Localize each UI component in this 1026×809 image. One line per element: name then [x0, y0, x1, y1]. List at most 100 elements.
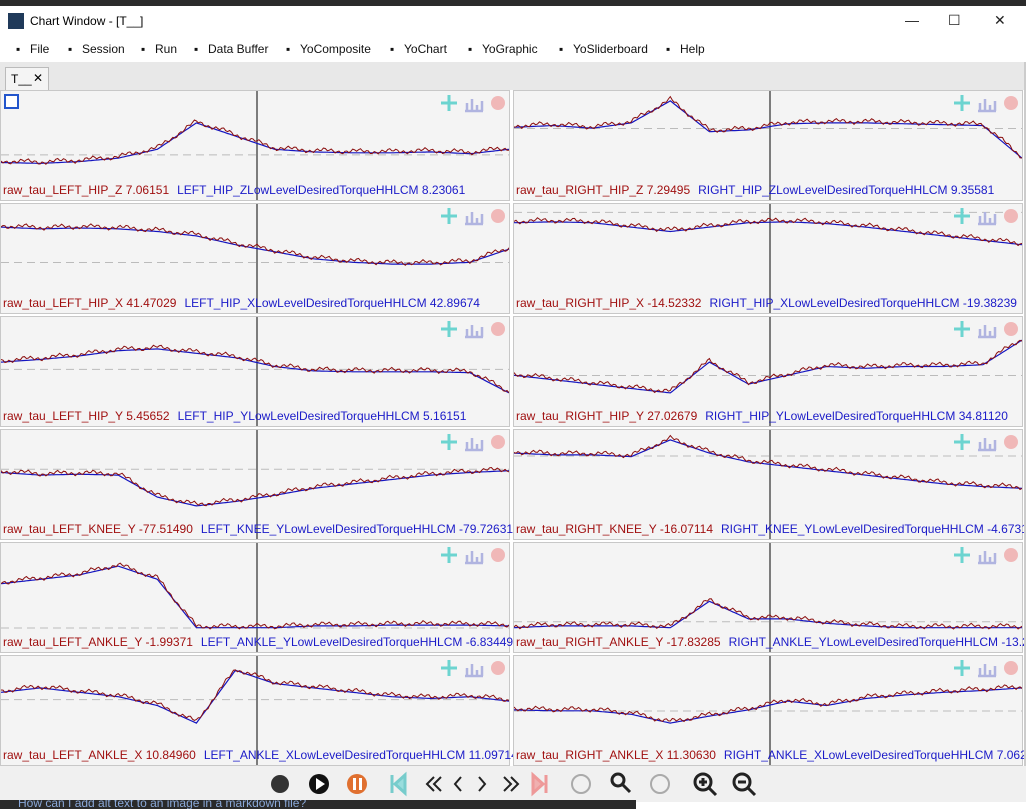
move-icon[interactable] [954, 434, 970, 450]
step-back-many[interactable] [425, 776, 442, 792]
stats-icon[interactable] [465, 551, 484, 565]
remove-icon[interactable] [1004, 322, 1018, 336]
stats-icon[interactable] [978, 438, 997, 452]
remove-icon[interactable] [1004, 548, 1018, 562]
menu-item[interactable]: Run [155, 42, 178, 56]
desired-value: -13.24994 [1001, 635, 1026, 649]
menu-item[interactable]: YoChart [404, 42, 447, 56]
stats-icon[interactable] [978, 664, 997, 678]
remove-icon[interactable] [491, 435, 505, 449]
menu-item[interactable]: YoGraphic [482, 42, 538, 56]
raw-label: raw_tau_LEFT_ANKLE_Y -1.99371 [3, 635, 193, 649]
desired-value: 42.89674 [429, 296, 480, 310]
remove-icon[interactable] [1004, 96, 1018, 110]
move-icon[interactable] [954, 321, 970, 337]
tab-row: T__ ✕ [0, 62, 1026, 90]
close-button[interactable]: ✕ [994, 12, 1006, 28]
raw-name: raw_tau_LEFT_ANKLE_X [3, 748, 143, 762]
pause-button[interactable] [347, 774, 367, 794]
remove-icon[interactable] [1004, 209, 1018, 223]
options-button[interactable] [4, 94, 19, 109]
raw-value: -14.52332 [647, 296, 702, 310]
move-icon[interactable] [441, 547, 457, 563]
remove-icon[interactable] [1004, 661, 1018, 675]
raw-name: raw_tau_RIGHT_KNEE_Y [516, 522, 657, 536]
remove-icon[interactable] [491, 96, 505, 110]
remove-icon[interactable] [491, 661, 505, 675]
stats-icon[interactable] [465, 99, 484, 113]
step-back[interactable] [453, 776, 462, 792]
plot [1, 204, 509, 313]
menu-item[interactable]: Help [680, 42, 705, 56]
trace-desired [514, 100, 1022, 159]
stats-icon[interactable] [465, 212, 484, 226]
tab[interactable]: T__ ✕ [5, 67, 49, 90]
move-icon[interactable] [441, 208, 457, 224]
tab-close[interactable]: ✕ [33, 71, 44, 85]
legend: raw_tau_RIGHT_ANKLE_Y -17.83285 RIGHT_ANK… [516, 635, 1026, 649]
move-icon[interactable] [441, 660, 457, 676]
maximize-button[interactable]: ☐ [948, 12, 961, 28]
stats-icon[interactable] [465, 325, 484, 339]
remove-icon[interactable] [491, 322, 505, 336]
move-icon[interactable] [954, 547, 970, 563]
window-title: Chart Window - [T__] [30, 14, 144, 28]
menu-icon: ▪ [141, 42, 146, 56]
raw-label: raw_tau_LEFT_HIP_Y 5.45652 [3, 409, 170, 423]
app-icon [8, 13, 24, 29]
stats-icon[interactable] [465, 664, 484, 678]
move-icon[interactable] [954, 95, 970, 111]
move-icon[interactable] [954, 660, 970, 676]
stats-icon[interactable] [465, 438, 484, 452]
raw-name: raw_tau_RIGHT_HIP_X [516, 296, 645, 310]
zoom-in[interactable] [693, 772, 713, 792]
trace-raw [514, 217, 1022, 247]
next-key[interactable] [650, 774, 670, 794]
menu-icon: ▪ [194, 42, 199, 56]
key-button[interactable] [610, 772, 626, 788]
go-end-button[interactable] [531, 771, 548, 797]
trace-raw [514, 434, 1022, 491]
stats-icon[interactable] [978, 551, 997, 565]
remove-icon[interactable] [491, 548, 505, 562]
step-forward-many[interactable] [503, 776, 520, 792]
raw-label: raw_tau_RIGHT_ANKLE_X 11.30630 [516, 748, 716, 762]
tab-label: T__ [11, 72, 32, 86]
settings-button[interactable] [271, 775, 289, 793]
move-icon[interactable] [954, 208, 970, 224]
menu-item[interactable]: YoComposite [300, 42, 371, 56]
trace-raw [1, 466, 509, 507]
zoom-out[interactable] [732, 772, 752, 792]
move-icon[interactable] [441, 434, 457, 450]
menu-item[interactable]: File [30, 42, 50, 56]
raw-value: 7.06151 [125, 183, 170, 197]
move-icon[interactable] [441, 321, 457, 337]
desired-value: 34.81120 [958, 409, 1008, 423]
stats-icon[interactable] [978, 99, 997, 113]
stats-icon[interactable] [978, 325, 997, 339]
desired-name: RIGHT_HIP_YLowLevelDesiredTorqueHHLCM [705, 409, 956, 423]
previous-key[interactable] [571, 774, 591, 794]
desired-value: -19.38239 [962, 296, 1017, 310]
legend: raw_tau_LEFT_HIP_Y 5.45652 LEFT_HIP_YLowL… [3, 409, 466, 423]
remove-icon[interactable] [1004, 435, 1018, 449]
plot [1, 91, 509, 200]
minimize-button[interactable]: — [905, 12, 919, 28]
trace-raw [1, 669, 509, 721]
menu-item[interactable]: Data Buffer [208, 42, 269, 56]
toolbar-icons [271, 771, 757, 797]
plot [1, 656, 509, 765]
zoom-in-icon [699, 778, 718, 797]
menu-item[interactable]: YoSliderboard [573, 42, 648, 56]
menu-item[interactable]: Session [82, 42, 125, 56]
step-forward[interactable] [478, 776, 487, 792]
legend: raw_tau_RIGHT_HIP_X -14.52332 RIGHT_HIP_X… [516, 296, 1017, 310]
raw-label: raw_tau_LEFT_HIP_X 41.47029 [3, 296, 176, 310]
trace-desired [1, 122, 509, 165]
stats-icon[interactable] [978, 212, 997, 226]
go-start-button[interactable] [390, 771, 407, 797]
move-icon[interactable] [441, 95, 457, 111]
remove-icon[interactable] [491, 209, 505, 223]
desired-name: LEFT_ANKLE_XLowLevelDesiredTorqueHHLCM [203, 748, 466, 762]
background-window: How can I add alt text to an image in a … [0, 800, 636, 809]
